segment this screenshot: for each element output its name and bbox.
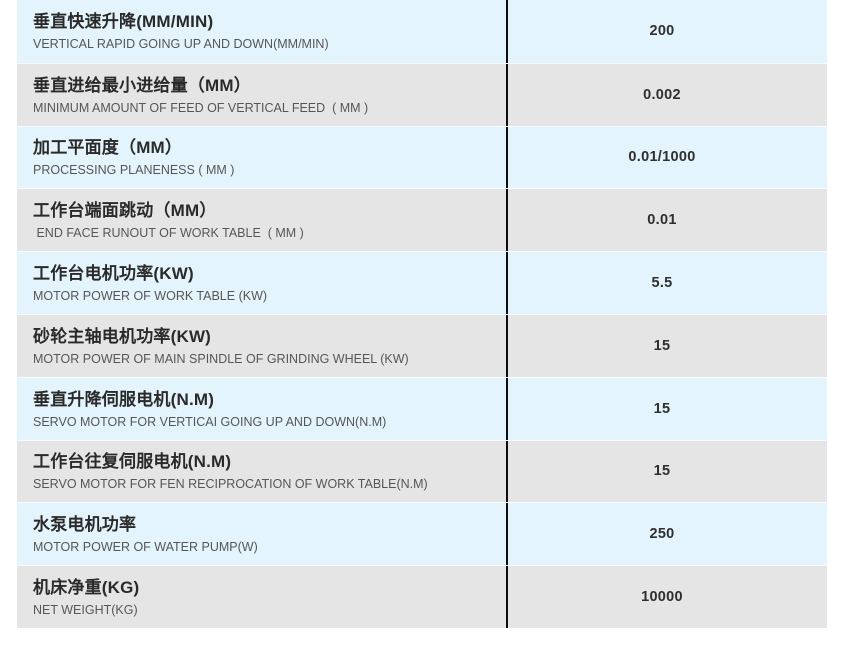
- spec-value: 10000: [641, 589, 683, 606]
- spec-value: 0.01: [647, 212, 677, 229]
- spec-name-en: SERVO MOTOR FOR VERTICAI GOING UP AND DO…: [33, 414, 387, 429]
- spec-name-zh: 工作台往复伺服电机(N.M): [33, 452, 232, 472]
- spec-label-cell: 垂直进给最小进给量（MM） MINIMUM AMOUNT OF FEED OF …: [17, 63, 508, 126]
- spec-name-zh: 砂轮主轴电机功率(KW): [33, 326, 212, 346]
- spec-name-en: MOTOR POWER OF MAIN SPINDLE OF GRINDING …: [33, 351, 409, 366]
- spec-name-en: NET WEIGHT(KG): [33, 603, 138, 618]
- spec-table: 垂直快速升降(MM/MIN) VERTICAL RAPID GOING UP A…: [17, 0, 827, 628]
- table-row: 工作台端面跳动（MM） END FACE RUNOUT OF WORK TABL…: [17, 188, 827, 252]
- spec-label-cell: 工作台端面跳动（MM） END FACE RUNOUT OF WORK TABL…: [17, 189, 508, 252]
- table-row: 砂轮主轴电机功率(KW) MOTOR POWER OF MAIN SPINDLE…: [17, 313, 827, 377]
- spec-name-zh: 加工平面度（MM）: [33, 138, 183, 158]
- spec-name-zh: 垂直快速升降(MM/MIN): [33, 12, 214, 32]
- spec-label-cell: 垂直升降伺服电机(N.M) SERVO MOTOR FOR VERTICAI G…: [17, 377, 508, 440]
- spec-label-cell: 工作台往复伺服电机(N.M) SERVO MOTOR FOR FEN RECIP…: [17, 440, 508, 503]
- spec-value: 15: [653, 400, 671, 417]
- spec-label-cell: 加工平面度（MM） PROCESSING PLANENESS ( MM ): [17, 126, 508, 189]
- spec-label-cell: 水泵电机功率 MOTOR POWER OF WATER PUMP(W): [17, 503, 508, 566]
- table-row: 工作台电机功率(KW) MOTOR POWER OF WORK TABLE (K…: [17, 251, 827, 314]
- spec-name-zh: 工作台电机功率(KW): [33, 264, 194, 284]
- spec-name-en: PROCESSING PLANENESS ( MM ): [33, 163, 235, 178]
- table-row: 垂直快速升降(MM/MIN) VERTICAL RAPID GOING UP A…: [17, 0, 827, 63]
- spec-name-en: MOTOR POWER OF WATER PUMP(W): [33, 540, 258, 555]
- spec-name-zh: 垂直升降伺服电机(N.M): [33, 389, 215, 409]
- table-row: 工作台往复伺服电机(N.M) SERVO MOTOR FOR FEN RECIP…: [17, 439, 827, 503]
- table-row: 加工平面度（MM） PROCESSING PLANENESS ( MM ) 0.…: [17, 125, 827, 189]
- spec-name-zh: 工作台端面跳动（MM）: [33, 201, 217, 221]
- spec-name-zh: 水泵电机功率: [33, 515, 137, 535]
- spec-name-en: VERTICAL RAPID GOING UP AND DOWN(MM/MIN): [33, 37, 329, 52]
- spec-value: 0.01/1000: [628, 149, 696, 166]
- spec-name-en: MINIMUM AMOUNT OF FEED OF VERTICAL FEED …: [33, 100, 369, 115]
- spec-label-cell: 砂轮主轴电机功率(KW) MOTOR POWER OF MAIN SPINDLE…: [17, 314, 508, 377]
- table-row: 水泵电机功率 MOTOR POWER OF WATER PUMP(W) 250: [17, 502, 827, 566]
- table-row: 垂直进给最小进给量（MM） MINIMUM AMOUNT OF FEED OF …: [17, 62, 827, 126]
- table-row: 垂直升降伺服电机(N.M) SERVO MOTOR FOR VERTICAI G…: [17, 376, 827, 440]
- spec-value: 15: [653, 463, 671, 480]
- spec-value: 250: [649, 526, 675, 543]
- table-row: 机床净重(KG) NET WEIGHT(KG) 10000: [17, 565, 827, 628]
- spec-label-cell: 垂直快速升降(MM/MIN) VERTICAL RAPID GOING UP A…: [17, 0, 508, 63]
- spec-value: 200: [649, 23, 675, 40]
- spec-label-cell: 工作台电机功率(KW) MOTOR POWER OF WORK TABLE (K…: [17, 252, 508, 314]
- spec-value: 0.002: [643, 86, 681, 103]
- spec-value: 15: [653, 337, 671, 354]
- spec-name-zh: 垂直进给最小进给量（MM）: [33, 75, 251, 95]
- spec-label-cell: 机床净重(KG) NET WEIGHT(KG): [17, 566, 508, 628]
- spec-name-en: END FACE RUNOUT OF WORK TABLE ( MM ): [33, 226, 304, 241]
- spec-name-en: SERVO MOTOR FOR FEN RECIPROCATION OF WOR…: [33, 477, 428, 492]
- spec-value: 5.5: [651, 275, 673, 292]
- spec-name-zh: 机床净重(KG): [33, 578, 140, 598]
- spec-name-en: MOTOR POWER OF WORK TABLE (KW): [33, 289, 268, 304]
